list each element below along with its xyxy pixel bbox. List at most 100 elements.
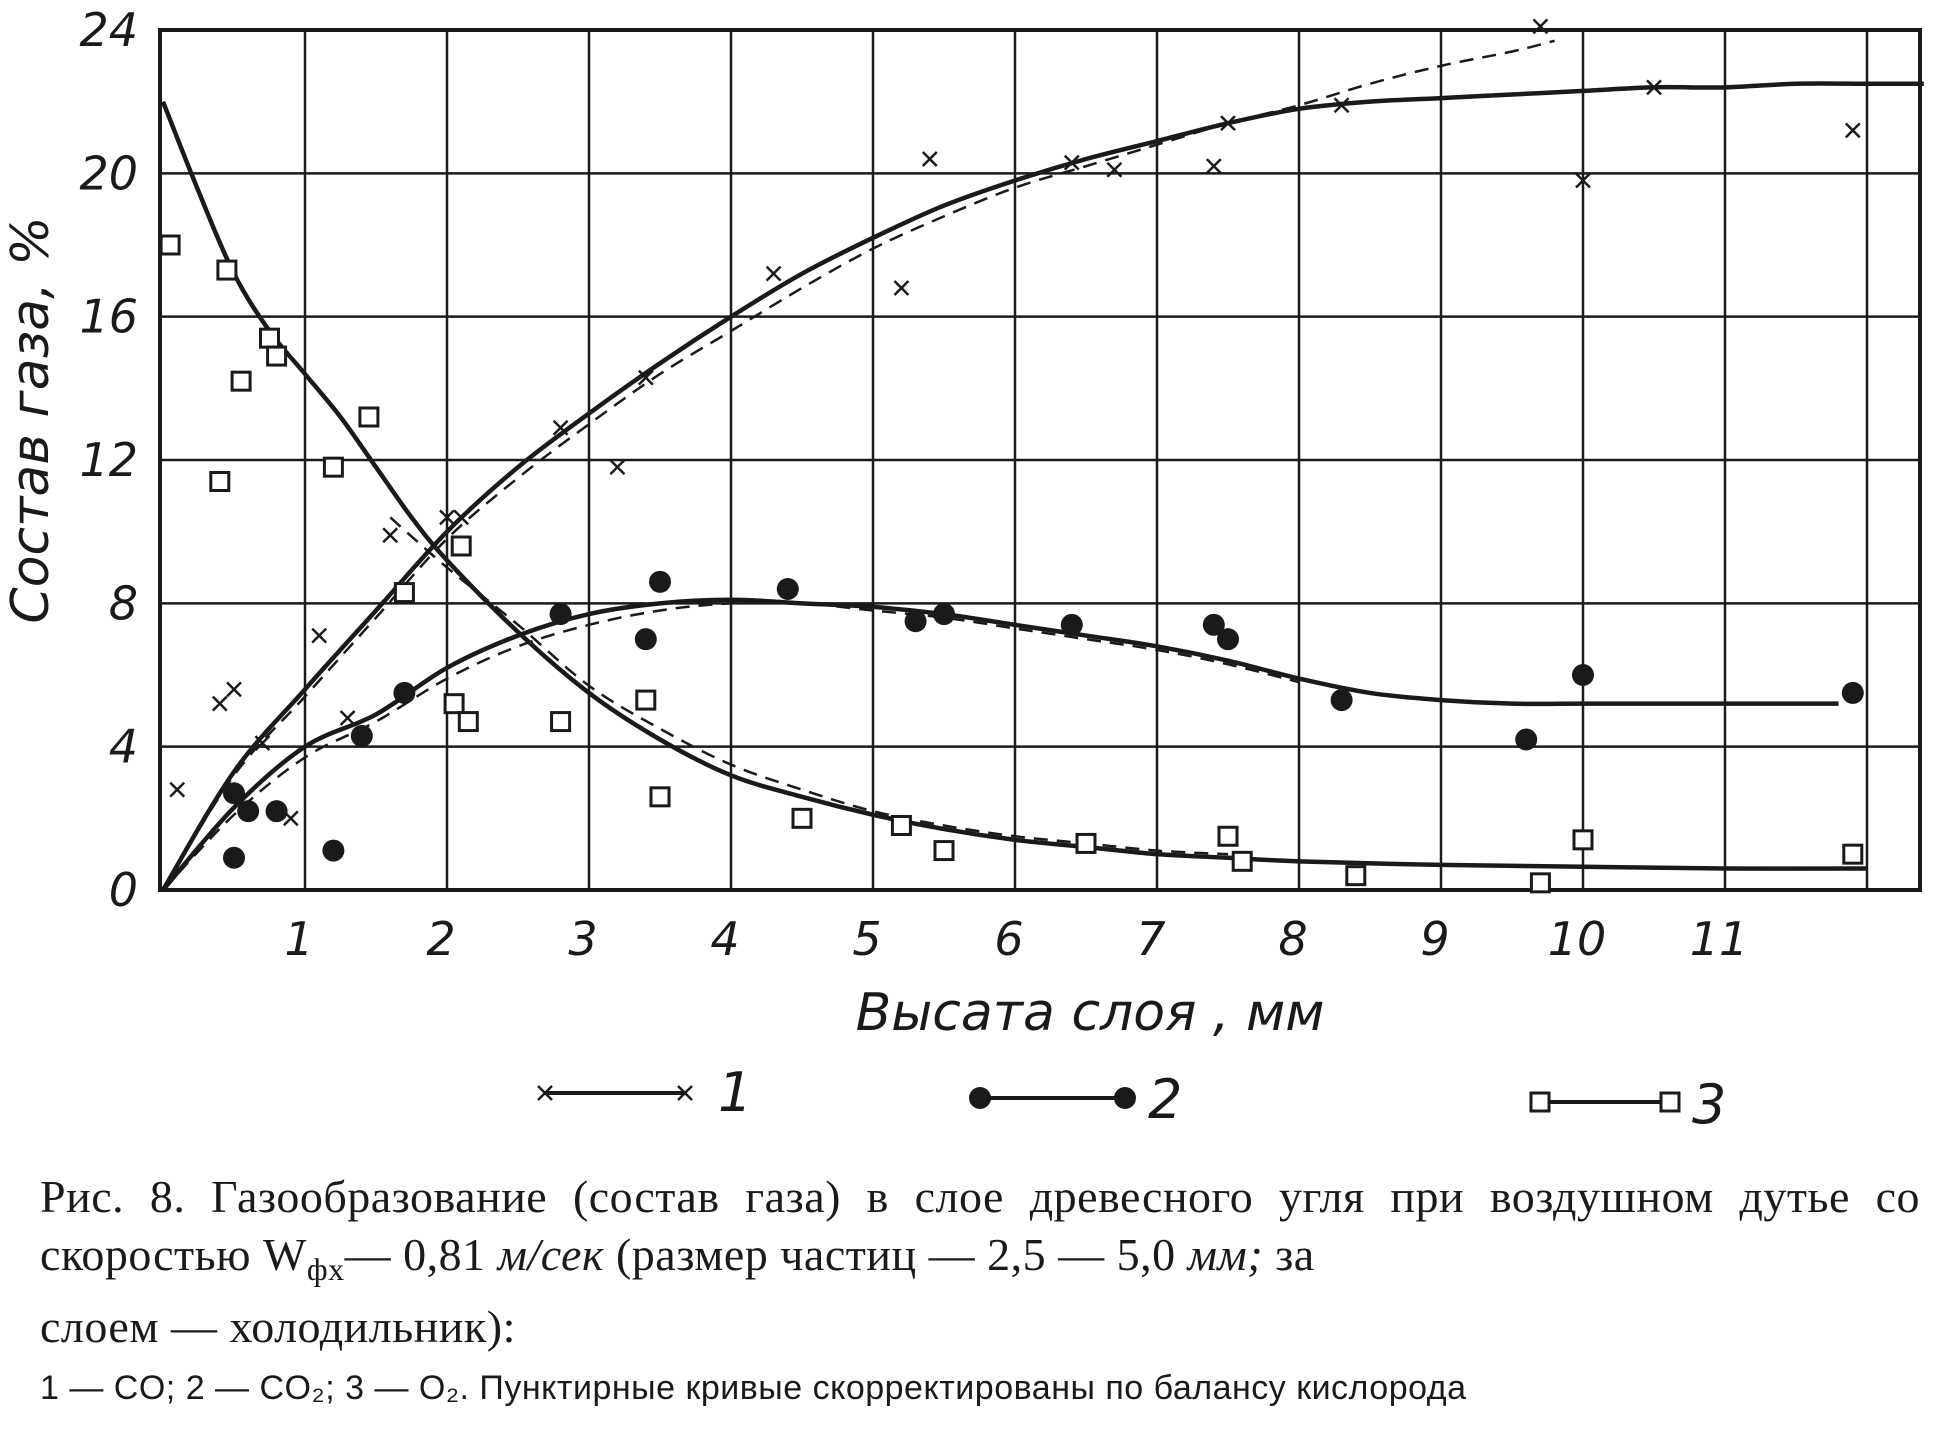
legend-1-x-marker	[537, 1085, 553, 1101]
data-markers	[159, 18, 1864, 894]
series-3-square-marker	[1345, 865, 1367, 887]
series-2-dot-marker	[350, 724, 373, 747]
x-marker-stroke	[1205, 158, 1222, 175]
series-1-x-marker	[339, 710, 356, 726]
series-3-square-marker	[358, 406, 380, 428]
y-tick-label: 16	[79, 290, 138, 344]
series-2-dot-marker	[634, 628, 657, 651]
x-tick-label: 2	[426, 912, 455, 966]
series-2-dot-marker	[237, 800, 260, 823]
series-1-x-marker	[1220, 115, 1236, 132]
caption-text-1b: — 0,81	[344, 1229, 486, 1280]
grid	[160, 30, 1920, 890]
x-marker-stroke	[1106, 161, 1123, 178]
series-2-dot-marker	[549, 603, 572, 626]
x-tick-label: 7	[1136, 912, 1165, 966]
series-1-x-marker	[1106, 161, 1123, 178]
series-2-dot-marker	[393, 681, 416, 704]
series-3-square-marker	[457, 711, 479, 733]
series-3-square-marker	[216, 259, 238, 281]
y-tick-label: 8	[109, 576, 138, 630]
y-axis-label: Состав газа, %	[1, 216, 61, 623]
x-marker-stroke	[382, 527, 399, 544]
series-3-square-marker	[209, 471, 231, 492]
series-2-dot-marker	[322, 839, 345, 862]
x-marker-stroke	[211, 695, 228, 712]
series-3-square-marker	[1842, 843, 1864, 865]
series-1-x-marker	[1205, 158, 1222, 175]
series-3-square-marker	[230, 370, 252, 392]
caption-line-3: 1 — CO; 2 — CO₂; 3 — O₂. Пунктирные крив…	[40, 1369, 1467, 1408]
series-3-square-marker	[393, 582, 415, 604]
legend-1-label: 1	[718, 1061, 752, 1124]
series-3-square-marker	[443, 693, 465, 715]
series-2-dot-marker	[223, 846, 245, 869]
series-1-x-marker	[893, 280, 910, 296]
x-tick-label: 3	[568, 912, 597, 966]
x-marker-stroke	[921, 151, 938, 167]
series-3-square-marker	[791, 807, 813, 829]
caption-text-1c: (размер частиц — 2,5 — 5,0	[615, 1229, 1176, 1280]
series-2-dot-marker	[1515, 728, 1538, 751]
series-1-x-marker	[1844, 122, 1861, 139]
x-marker-stroke	[1575, 172, 1591, 189]
x-tick-label: 1	[284, 912, 313, 966]
series-2-dot-marker	[904, 610, 927, 633]
x-marker-stroke	[1844, 122, 1861, 139]
series-1-x-marker	[765, 265, 782, 282]
series-3-square-marker	[649, 786, 671, 808]
caption-w-subscript: фх	[306, 1251, 345, 1288]
legend-3-square-marker	[1659, 1091, 1681, 1113]
x-marker-stroke	[169, 781, 186, 798]
series-3-square-marker	[259, 327, 280, 349]
y-tick-labels: 0 4 8 12 16 20 24	[79, 3, 138, 917]
series-3-square-marker	[1075, 832, 1097, 854]
series-2-dot-marker	[265, 800, 288, 823]
x-marker-stroke	[609, 459, 626, 476]
caption-unit-1: м/сек	[497, 1229, 604, 1280]
plot-frame	[158, 28, 1922, 892]
legend-2-dot-marker	[969, 1087, 991, 1109]
series-2-dot-marker	[649, 570, 671, 593]
series-1-x-marker	[382, 527, 399, 544]
x-tick-label: 5	[852, 912, 881, 966]
x-tick-label: 8	[1278, 912, 1307, 966]
x-marker-stroke	[765, 265, 782, 282]
series-1-x-marker	[226, 681, 242, 698]
series-3-square-marker	[550, 711, 572, 733]
legend: 1 2 3	[537, 1061, 1726, 1136]
series-3-square-marker	[890, 815, 912, 836]
series-1-x-marker	[453, 509, 470, 526]
series-1-x-marker	[1575, 172, 1591, 189]
series-1-x-marker	[1532, 18, 1549, 35]
series-2-dot-marker	[1217, 628, 1239, 651]
series-3-square-marker	[933, 840, 955, 862]
y-tick-label: 0	[109, 863, 138, 917]
x-marker-stroke	[1646, 79, 1662, 96]
series-1-solid-curve	[161, 81, 1924, 892]
series-1-x-marker	[609, 459, 626, 476]
x-marker-stroke	[637, 369, 654, 386]
series-2-dot-marker	[1572, 664, 1594, 686]
x-marker-stroke	[439, 509, 455, 526]
y-tick-label: 24	[79, 3, 138, 57]
series-3-square-marker	[322, 456, 344, 478]
series-1-x-marker	[1063, 154, 1080, 171]
series-1-x-marker	[552, 419, 569, 436]
series-1-x-marker	[169, 781, 186, 798]
series-2-dot-marker	[933, 603, 955, 626]
series-2-dot-marker	[1841, 681, 1864, 704]
x-marker-stroke	[893, 280, 910, 296]
series-2-dot-marker	[1060, 613, 1083, 636]
series-1-x-marker	[921, 151, 938, 167]
series-3-square-marker	[266, 345, 288, 367]
x-marker-stroke	[453, 509, 470, 526]
caption-text-1d: за	[1275, 1229, 1315, 1280]
x-marker-stroke	[226, 681, 242, 698]
x-axis-label: Высата слоя , мм	[856, 983, 1325, 1043]
series-3-square-marker	[450, 535, 472, 557]
series-1-x-marker	[637, 369, 654, 386]
series-1-dashed-curve	[161, 39, 1555, 891]
series-1-x-marker	[1333, 97, 1350, 114]
